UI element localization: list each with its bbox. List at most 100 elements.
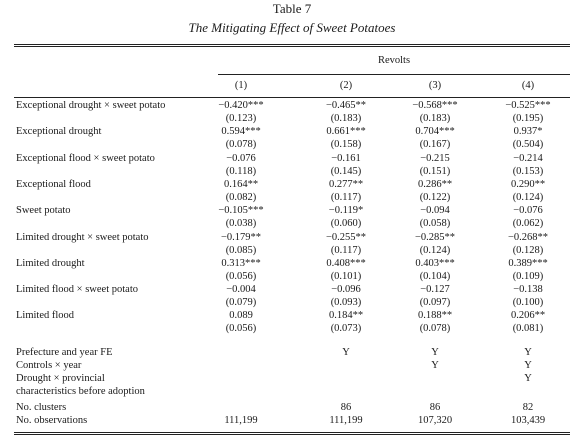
control-label: Controls × year [16,360,82,371]
row-label: Exceptional drought × sweet potato [16,100,166,111]
coefficient-cell: 0.313*** [221,257,261,269]
std-error-cell: (0.082) [225,191,257,203]
coefficient-cell: −0.179** [220,231,262,243]
coefficient-cell: −0.215 [420,152,450,164]
coefficient-cell: −0.096 [331,284,361,296]
coefficient-cell: 0.286** [417,178,453,190]
std-error-cell: (0.118) [225,165,257,177]
control-label: Prefecture and year FE [16,347,113,358]
column-header: (1) [234,80,248,91]
coefficient-cell: 0.277** [328,178,364,190]
table-number: Table 7 [272,1,312,16]
coefficient-cell: 0.937* [513,126,543,138]
coefficient-cell: −0.076 [226,152,256,164]
control-label: No. clusters [16,402,67,413]
coefficient-cell: −0.268** [507,231,549,243]
coefficient-cell: 0.089 [229,310,253,322]
coefficient-cell: −0.138 [513,284,543,296]
std-error-cell: (0.117) [330,191,362,203]
std-error-cell: (0.062) [512,218,544,230]
control-cell: 107,320 [417,415,453,426]
control-cell: 111,199 [224,415,258,426]
control-label: characteristics before adoption [16,386,145,397]
std-error-cell: (0.128) [512,244,544,256]
coefficient-cell: 0.661*** [326,126,366,138]
std-error-cell: (0.167) [419,139,451,151]
std-error-cell: (0.038) [225,218,257,230]
std-error-cell: (0.081) [512,323,544,335]
column-header: (4) [521,80,535,91]
std-error-cell: (0.058) [419,218,451,230]
control-cell: Y [524,347,532,358]
row-label: Limited drought [16,257,85,269]
control-cell: Y [342,347,350,358]
std-error-cell: (0.158) [330,139,362,151]
std-error-cell: (0.093) [330,297,362,309]
coefficient-cell: 0.164** [223,178,259,190]
top-rule [14,44,570,45]
row-label: Limited drought × sweet potato [16,231,149,243]
coefficient-cell: 0.594*** [221,126,261,138]
control-cell: Y [524,360,532,371]
std-error-cell: (0.100) [512,297,544,309]
row-label: Exceptional flood [16,178,91,190]
std-error-cell: (0.079) [225,297,257,309]
coefficient-cell: 0.290** [510,178,546,190]
coefficient-cell: −0.119* [328,205,364,217]
std-error-cell: (0.073) [330,323,362,335]
std-error-cell: (0.145) [330,165,362,177]
std-error-cell: (0.056) [225,270,257,282]
coefficient-cell: 0.188** [417,310,453,322]
dep-var-header: Revolts [377,55,411,66]
table-title: The Mitigating Effect of Sweet Potatoes [188,20,396,35]
coefficient-cell: −0.420*** [218,100,264,111]
coefficient-cell: −0.094 [420,205,450,217]
std-error-cell: (0.183) [330,113,362,124]
std-error-cell: (0.183) [419,113,451,124]
std-error-cell: (0.109) [512,270,544,282]
coefficient-cell: 0.184** [328,310,364,322]
std-error-cell: (0.504) [512,139,544,151]
row-label: Limited flood × sweet potato [16,284,138,296]
std-error-cell: (0.078) [419,323,451,335]
row-label: Exceptional drought [16,126,102,138]
control-cell: Y [524,373,532,384]
row-label: Exceptional flood × sweet potato [16,152,155,164]
std-error-cell: (0.124) [512,191,544,203]
control-label: No. observations [16,415,88,426]
control-cell: 86 [340,402,352,413]
column-header: (2) [339,80,353,91]
coefficient-cell: −0.214 [513,152,543,164]
coefficient-cell: −0.465** [325,100,367,111]
std-error-cell: (0.123) [225,113,257,124]
header-rule [14,97,570,98]
coefficient-cell: −0.525*** [505,100,551,111]
coefficient-cell: −0.255** [325,231,367,243]
std-error-cell: (0.085) [225,244,257,256]
coefficient-cell: 0.408*** [326,257,366,269]
control-cell: 111,199 [329,415,363,426]
std-error-cell: (0.101) [330,270,362,282]
coefficient-cell: −0.004 [226,284,256,296]
top-rule-double [14,46,570,47]
coefficient-cell: 0.206** [510,310,546,322]
std-error-cell: (0.056) [225,323,257,335]
std-error-cell: (0.104) [419,270,451,282]
coefficient-cell: 0.704*** [415,126,455,138]
coefficient-cell: −0.161 [331,152,361,164]
control-cell: Y [431,347,439,358]
control-cell: Y [431,360,439,371]
coefficient-cell: −0.285** [414,231,456,243]
coefficient-cell: −0.105*** [218,205,264,217]
coefficient-cell: −0.127 [420,284,450,296]
std-error-cell: (0.117) [330,244,362,256]
control-cell: 86 [429,402,441,413]
std-error-cell: (0.124) [419,244,451,256]
coefficient-cell: 0.403*** [415,257,455,269]
column-header: (3) [428,80,442,91]
std-error-cell: (0.195) [512,113,544,124]
dep-var-rule [218,74,570,75]
std-error-cell: (0.151) [419,165,451,177]
std-error-cell: (0.153) [512,165,544,177]
coefficient-cell: −0.076 [513,205,543,217]
